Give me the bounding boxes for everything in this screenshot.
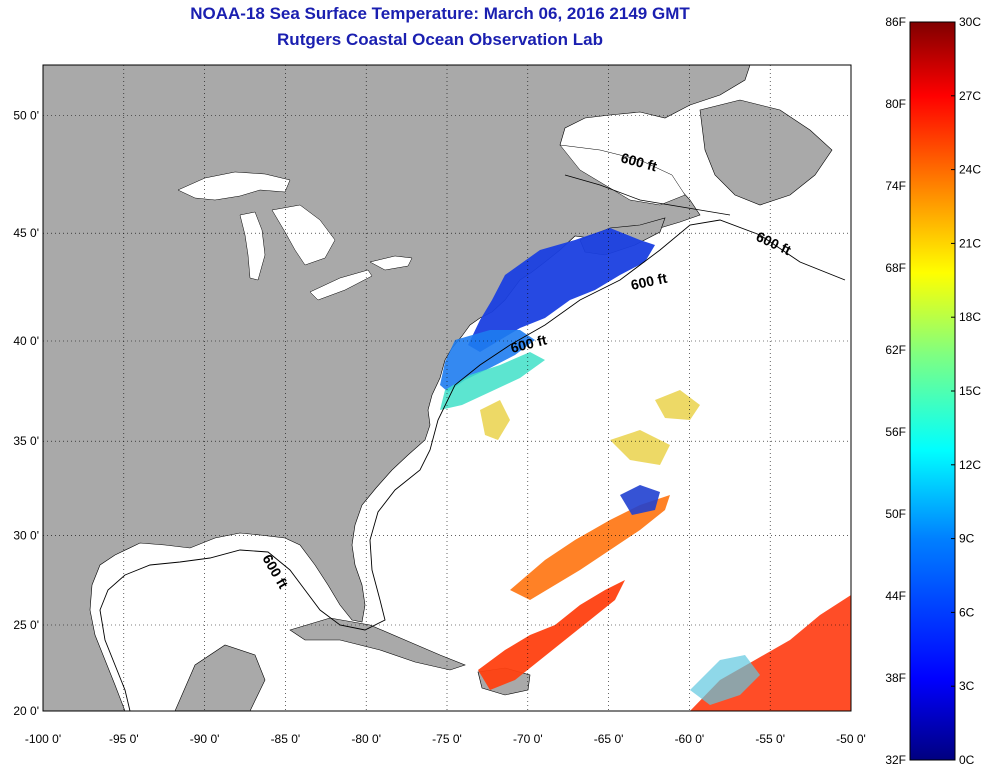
sst-cold-shelf (468, 228, 655, 352)
colorbar-celsius-label: 18C (959, 310, 981, 324)
longitude-tick-label: -100 0' (25, 732, 61, 746)
latitude-tick-label: 35 0' (13, 434, 39, 448)
colorbar-fahrenheit-label: 56F (885, 425, 906, 439)
colorbar-fahrenheit-label: 50F (885, 507, 906, 521)
cuba-land (289, 617, 466, 671)
colorbar-celsius-label: 24C (959, 163, 981, 177)
longitude-tick-label: -75 0' (432, 732, 462, 746)
map-frame (42, 64, 852, 712)
longitude-tick-label: -55 0' (755, 732, 785, 746)
longitude-tick-label: -65 0' (594, 732, 624, 746)
isobath-label-georgesbank: 600 ft (629, 270, 668, 293)
colorbar-ticks (951, 21, 955, 761)
longitude-tick-label: -95 0' (109, 732, 139, 746)
lake-huron (271, 204, 336, 266)
colorbar (909, 21, 956, 761)
colorbar-fahrenheit-label: 80F (885, 97, 906, 111)
sst-gulfstream-warm (510, 495, 670, 600)
lake-ontario (369, 255, 413, 271)
latitude-tick-label: 25 0' (13, 618, 39, 632)
map-content (43, 65, 851, 711)
colorbar-celsius-label: 9C (959, 532, 975, 546)
colorbar-celsius-label: 3C (959, 679, 975, 693)
longitude-tick-label: -60 0' (675, 732, 705, 746)
sst-transition-slope (440, 352, 545, 410)
longitude-tick-label: -70 0' (513, 732, 543, 746)
sst-cool-midatlantic (440, 330, 535, 392)
colorbar-celsius-labels: 30C 27C 24C 21C 18C 15C 12C 9C 6C 3C 0C (959, 15, 981, 767)
colorbar-celsius-label: 15C (959, 384, 981, 398)
longitude-tick-label: -85 0' (271, 732, 301, 746)
colorbar-celsius-label: 21C (959, 236, 981, 250)
sst-warm-core (478, 580, 625, 690)
isobath-st-lawrence (564, 174, 731, 216)
latitude-tick-label: 30 0' (13, 528, 39, 542)
colorbar-fahrenheit-label: 86F (885, 15, 906, 29)
longitude-tick-label: -80 0' (351, 732, 381, 746)
longitude-tick-label: -50 0' (836, 732, 866, 746)
lake-erie (309, 269, 373, 301)
sst-mixed-south (690, 655, 760, 705)
latitude-labels: 20 0' 25 0' 30 0' 35 0' 40 0' 45 0' 50 0' (13, 108, 39, 718)
colorbar-fahrenheit-label: 74F (885, 179, 906, 193)
gulf-st-lawrence (559, 144, 686, 206)
colorbar-celsius-label: 12C (959, 458, 981, 472)
sst-cold-eddy (620, 485, 660, 515)
latitude-tick-label: 45 0' (13, 226, 39, 240)
colorbar-celsius-label: 27C (959, 89, 981, 103)
yucatan-land (174, 644, 266, 711)
newfoundland-land (699, 99, 833, 206)
colorbar-celsius-label: 0C (959, 753, 975, 767)
colorbar-fahrenheit-labels: 86F 80F 74F 68F 62F 56F 50F 44F 38F 32F (885, 15, 906, 767)
colorbar-fahrenheit-label: 44F (885, 589, 906, 603)
colorbar-fahrenheit-label: 38F (885, 671, 906, 685)
colorbar-fahrenheit-label: 68F (885, 261, 906, 275)
longitude-tick-label: -90 0' (190, 732, 220, 746)
graticule (43, 65, 851, 711)
latitude-tick-label: 40 0' (13, 334, 39, 348)
colorbar-fahrenheit-label: 62F (885, 343, 906, 357)
lake-superior (177, 171, 291, 201)
colorbar-celsius-label: 6C (959, 605, 975, 619)
longitude-labels: -100 0' -95 0' -90 0' -85 0' -80 0' -75 0' -70… (25, 732, 866, 746)
isobath-600ft (99, 219, 846, 711)
colorbar-celsius-label: 30C (959, 15, 981, 29)
colorbar-fahrenheit-label: 32F (885, 753, 906, 767)
sst-yellow-patches (480, 390, 700, 465)
map-title: NOAA-18 Sea Surface Temperature: March 0… (190, 4, 690, 23)
map-subtitle: Rutgers Coastal Ocean Observation Lab (277, 30, 603, 49)
lake-michigan (239, 211, 266, 281)
latitude-tick-label: 50 0' (13, 108, 39, 122)
latitude-tick-label: 20 0' (13, 704, 39, 718)
